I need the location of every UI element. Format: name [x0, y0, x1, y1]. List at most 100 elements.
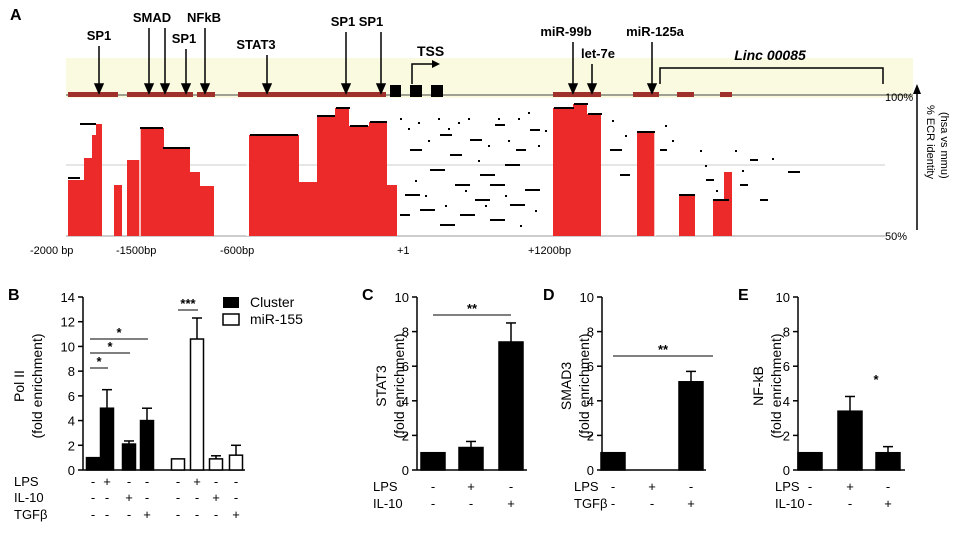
condition-label: IL-10: [373, 496, 403, 511]
panel-c: C STAT3 (fold enrichment) 0 2 4 6 8 10 LPS - + - I…: [362, 287, 527, 511]
condition-mark: -: [611, 479, 615, 494]
bar: [875, 451, 901, 471]
condition-mark: -: [214, 474, 218, 489]
condition-mark: -: [650, 496, 654, 511]
tf-site-label: SP1: [172, 31, 197, 46]
legend-mir155-label: miR-155: [250, 311, 303, 327]
bar: [458, 446, 484, 471]
panel-a: A TSS SP1 SMAD SP1 NFkB: [10, 7, 950, 257]
condition-mark: +: [232, 507, 240, 522]
condition-mark: -: [195, 490, 199, 505]
bar: [228, 454, 244, 471]
condition-mark: +: [103, 474, 111, 489]
condition-mark: -: [145, 474, 149, 489]
annotation-band: [66, 58, 913, 98]
panel-c-plot: 0 2 4 6 8 10 LPS - + - IL-10 - - + **: [373, 290, 527, 511]
condition-mark: +: [143, 507, 151, 522]
y-tick-label: 10: [61, 339, 75, 354]
condition-mark: -: [195, 507, 199, 522]
condition-mark: -: [105, 490, 109, 505]
condition-mark: -: [127, 507, 131, 522]
condition-mark: -: [469, 496, 473, 511]
panel-a-label: A: [10, 7, 22, 24]
tf-site-label: SMAD: [133, 10, 171, 25]
ecr-bars: [68, 104, 732, 236]
bar: [99, 407, 115, 471]
mirna-site-label: miR-99b: [540, 24, 591, 39]
panel-e-ylabel: NF-kB: [750, 366, 766, 406]
significance-stars: *: [116, 325, 122, 340]
bp-label: +1: [397, 245, 410, 257]
y-tick-label: 0: [783, 463, 790, 478]
mirna-site-label: let-7e: [581, 46, 615, 61]
y-tick-label: 4: [587, 394, 594, 409]
condition-mark: -: [611, 496, 615, 511]
condition-mark: +: [884, 496, 892, 511]
condition-mark: -: [127, 474, 131, 489]
ecr-subtitle: (hsa vs mmu): [938, 112, 950, 179]
y-tick-label: 8: [402, 325, 409, 340]
y-tick-label: 4: [783, 394, 790, 409]
tf-site-label: NFkB: [187, 10, 221, 25]
condition-mark: -: [848, 496, 852, 511]
condition-mark: +: [648, 479, 656, 494]
tf-site-label: SP1: [359, 14, 384, 29]
y-tick-label: 6: [587, 359, 594, 374]
bp-label: +1200bp: [528, 245, 571, 257]
condition-mark: +: [193, 474, 201, 489]
condition-mark: -: [689, 479, 693, 494]
y-tick-label: 6: [783, 359, 790, 374]
tf-site-annotations: SP1 SMAD SP1 NFkB STAT3 SP1 SP1 miR-99b …: [87, 10, 685, 61]
condition-mark: -: [91, 490, 95, 505]
y-tick-label: 6: [402, 359, 409, 374]
bar: [85, 456, 101, 471]
condition-mark: -: [105, 507, 109, 522]
significance-stars: *: [873, 372, 879, 387]
panel-b: B Pol II (fold enrichment) Cluster miR-1…: [8, 287, 303, 522]
y-tick-label: 2: [402, 428, 409, 443]
tf-site-label: SP1: [87, 28, 112, 43]
condition-mark: -: [886, 479, 890, 494]
condition-mark: -: [214, 507, 218, 522]
ecr-segments: [68, 103, 800, 226]
condition-label: LPS: [574, 479, 599, 494]
condition-mark: +: [212, 490, 220, 505]
bp-label: -600bp: [220, 245, 254, 257]
condition-label: TGFβ: [574, 496, 607, 511]
panel-d-ylabel2: (fold enrichment): [576, 333, 592, 438]
legend-cluster-swatch: [223, 297, 239, 308]
legend-cluster-label: Cluster: [250, 294, 295, 310]
bar: [420, 451, 446, 471]
condition-mark: -: [431, 479, 435, 494]
tf-site-label: SP1: [331, 14, 356, 29]
legend: Cluster miR-155: [222, 294, 303, 327]
significance-stars: **: [467, 301, 478, 316]
condition-mark: -: [91, 474, 95, 489]
significance-stars: **: [658, 342, 669, 357]
condition-mark: -: [431, 496, 435, 511]
panel-e-label: E: [738, 287, 749, 304]
y-tick-label: 10: [395, 290, 409, 305]
y-tick-label: 4: [402, 394, 409, 409]
condition-mark: -: [808, 496, 812, 511]
panel-e-ylabel2: (fold enrichment): [768, 333, 784, 438]
y-tick-label: 6: [68, 389, 75, 404]
panel-d-label: D: [543, 287, 555, 304]
condition-label: IL-10: [14, 490, 44, 505]
y-tick-label: 2: [587, 428, 594, 443]
y-tick-label: 2: [783, 428, 790, 443]
significance-stars: ***: [180, 296, 196, 311]
significance-stars: *: [96, 354, 102, 369]
panel-c-ylabel2: (fold enrichment): [391, 333, 407, 438]
condition-mark: -: [509, 479, 513, 494]
y-tick-label: 4: [68, 414, 75, 429]
condition-label: LPS: [14, 474, 39, 489]
condition-mark: +: [846, 479, 854, 494]
site-arrows: [93, 28, 658, 95]
bar: [600, 451, 626, 471]
tf-site-label: STAT3: [236, 37, 275, 52]
bar: [797, 451, 823, 471]
